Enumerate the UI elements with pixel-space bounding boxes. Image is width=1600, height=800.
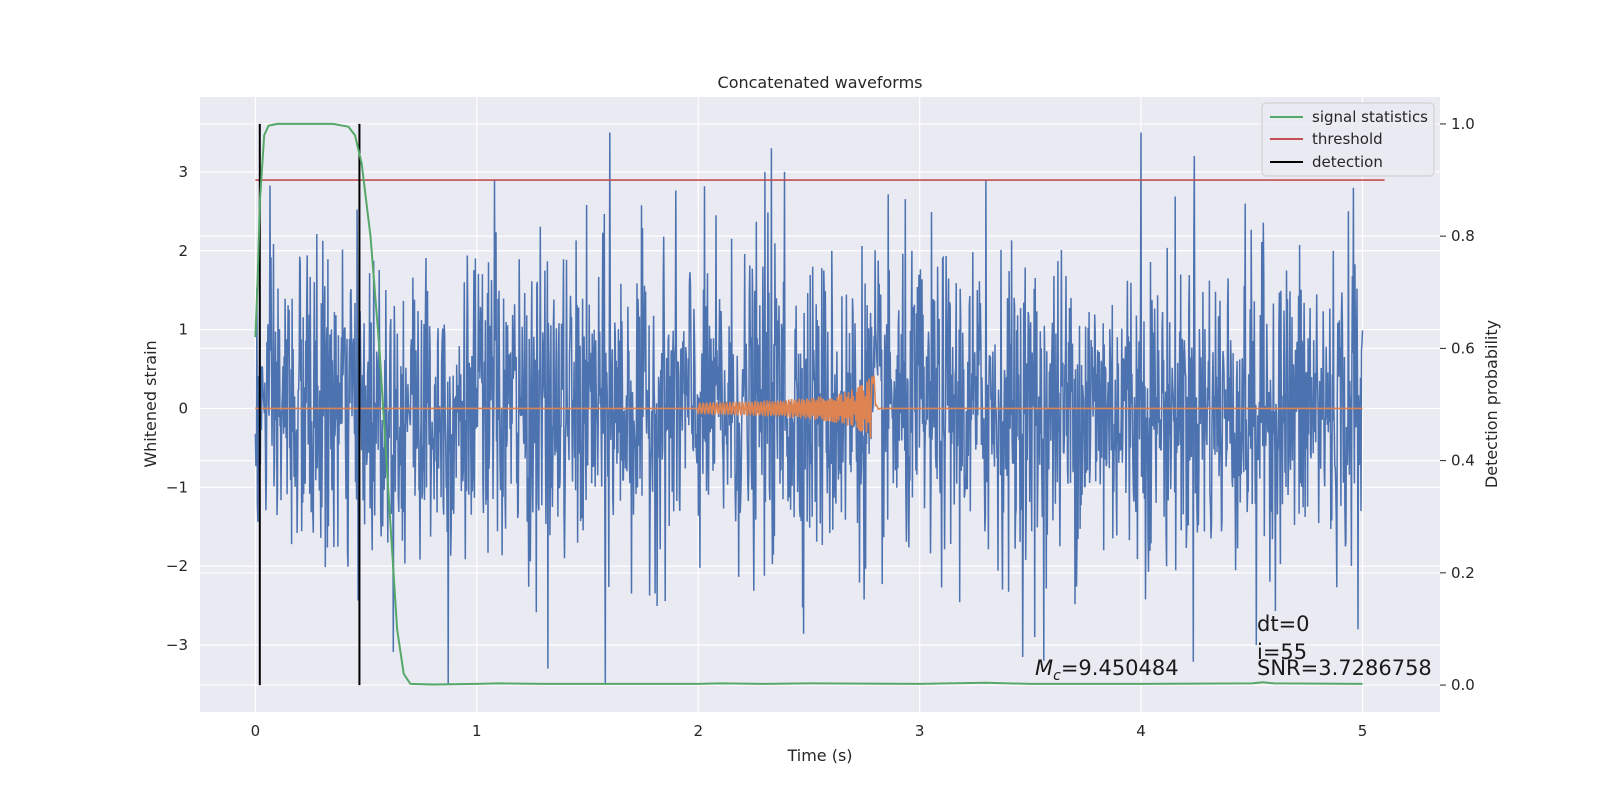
x-tick-label: 5 <box>1358 722 1368 740</box>
data-layer <box>254 122 1385 686</box>
y2-tick-label: 0.4 <box>1451 452 1475 470</box>
x-tick-label: 1 <box>472 722 482 740</box>
y2-tick-label: 0.0 <box>1451 676 1475 694</box>
annotation-dt: dt=0 <box>1257 612 1310 636</box>
annotation-chirp-mass: Mc=9.450484 <box>1035 656 1179 684</box>
annotation-index: i=55 <box>1257 640 1307 664</box>
y-tick-label: −1 <box>166 478 188 496</box>
legend-label-signal-statistics: signal statistics <box>1312 108 1428 126</box>
y-axis-label: Whitened strain <box>141 340 160 467</box>
legend: signal statistics threshold detection <box>1261 102 1435 177</box>
annotation-chirp-mass-symbol: M <box>1035 656 1053 680</box>
x-tick-label: 2 <box>693 722 703 740</box>
legend-label-detection: detection <box>1312 153 1383 171</box>
x-axis-label: Time (s) <box>786 746 852 765</box>
y2-tick-label: 0.6 <box>1451 339 1475 357</box>
annotations: Mc=9.450484 dt=0 i=55 SNR=3.7286758 <box>1035 612 1432 684</box>
x-tick-label: 4 <box>1136 722 1146 740</box>
y-tick-label: 3 <box>178 163 188 181</box>
x-tick-label: 3 <box>915 722 925 740</box>
y2-tick-label: 0.2 <box>1451 564 1475 582</box>
annotation-chirp-mass-subscript: c <box>1053 668 1061 684</box>
tick-labels: 0 1 2 3 4 5 −3 −2 −1 0 1 2 3 0.0 0.2 0.4 0.6 0.8 1.0 <box>166 115 1475 740</box>
y-tick-label: −3 <box>166 636 188 654</box>
y-tick-label: 1 <box>178 321 188 339</box>
y-tick-label: 0 <box>178 399 188 417</box>
y2-tick-label: 1.0 <box>1451 115 1475 133</box>
series-injected-waveform <box>254 375 1363 438</box>
annotation-chirp-mass-value: =9.450484 <box>1061 656 1179 680</box>
y2-axis-label: Detection probability <box>1482 320 1501 488</box>
legend-box <box>1261 102 1435 177</box>
y-tick-label: 2 <box>178 242 188 260</box>
y-tick-label: −2 <box>166 557 188 575</box>
annotation-snr: SNR=3.7286758 <box>1257 656 1432 680</box>
series-whitened-strain <box>254 132 1364 685</box>
y2-tick-label: 0.8 <box>1451 227 1475 245</box>
x-tick-label: 0 <box>251 722 261 740</box>
legend-label-threshold: threshold <box>1312 130 1383 148</box>
chart-title: Concatenated waveforms <box>718 73 923 92</box>
series-signal-statistics <box>254 122 1363 686</box>
